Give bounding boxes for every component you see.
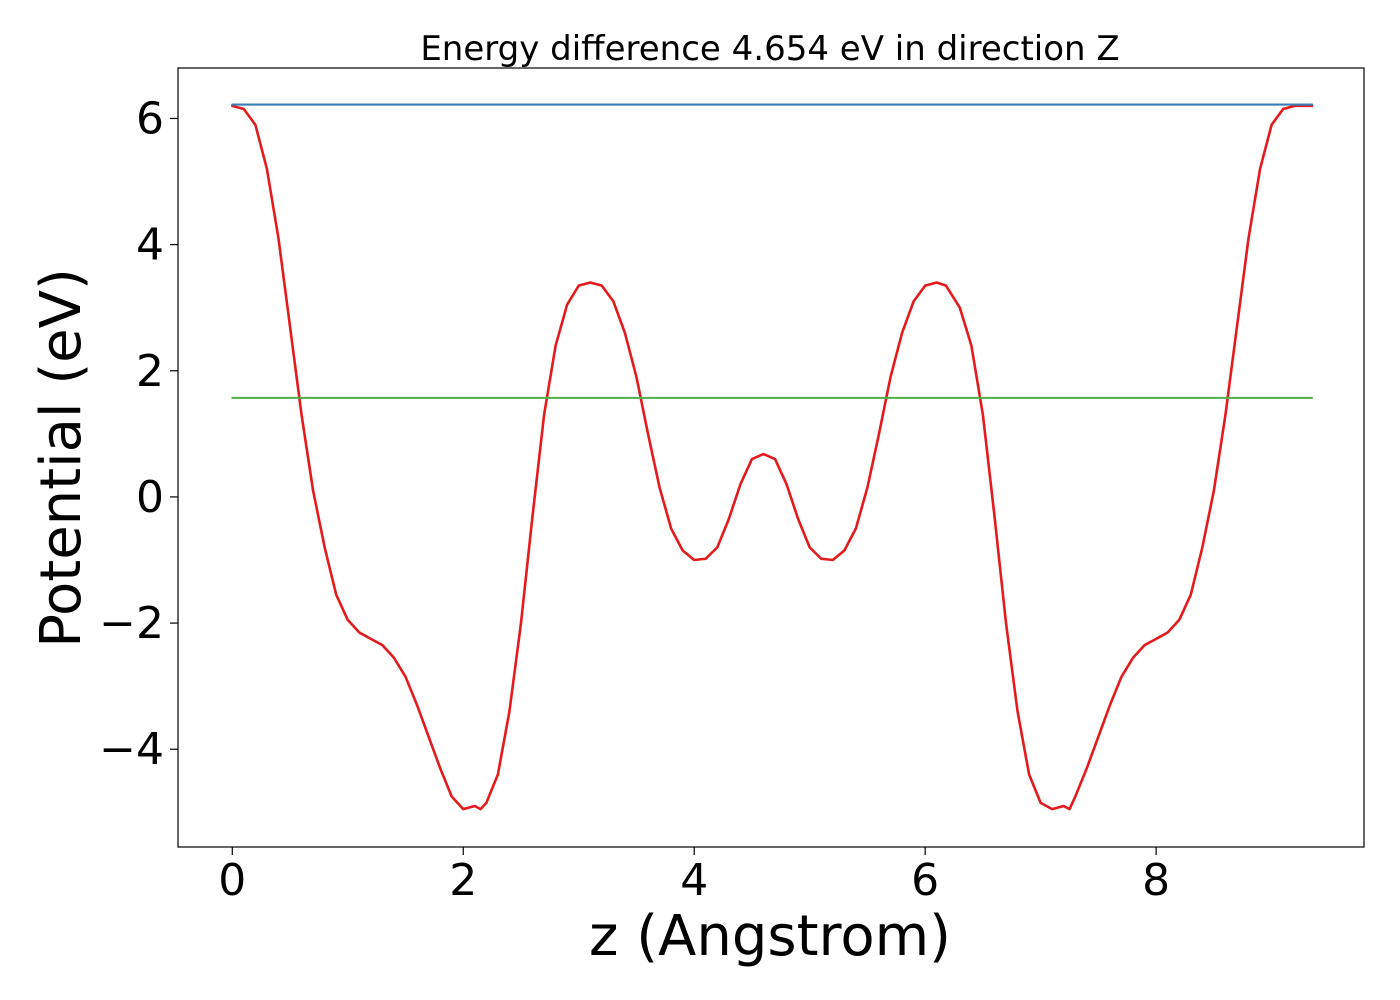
y-tick-label: 0 bbox=[136, 472, 164, 523]
y-axis-label: Potential (eV) bbox=[29, 268, 94, 648]
series-layer bbox=[230, 103, 1314, 811]
x-axis-label: z (Angstrom) bbox=[589, 904, 951, 969]
y-tick-label: 6 bbox=[136, 93, 164, 144]
chart-title: Energy difference 4.654 eV in direction … bbox=[420, 29, 1119, 69]
y-tick-label: 2 bbox=[136, 346, 164, 397]
x-tick-label: 8 bbox=[1142, 855, 1170, 906]
x-tick-label: 4 bbox=[680, 855, 708, 906]
x-tick-label: 0 bbox=[218, 855, 246, 906]
x-tick-label: 2 bbox=[449, 855, 477, 906]
plot-area bbox=[177, 67, 1365, 848]
y-tick-label: −4 bbox=[99, 724, 164, 775]
axes-layer: 0 2 4 6 8 −4 −2 0 2 4 6 bbox=[99, 93, 1170, 906]
potential-curve bbox=[230, 104, 1314, 811]
y-tick-label: 4 bbox=[136, 220, 164, 271]
x-tick-label: 6 bbox=[911, 855, 939, 906]
y-tick-label: −2 bbox=[99, 598, 164, 649]
plot-frame bbox=[177, 67, 1365, 848]
